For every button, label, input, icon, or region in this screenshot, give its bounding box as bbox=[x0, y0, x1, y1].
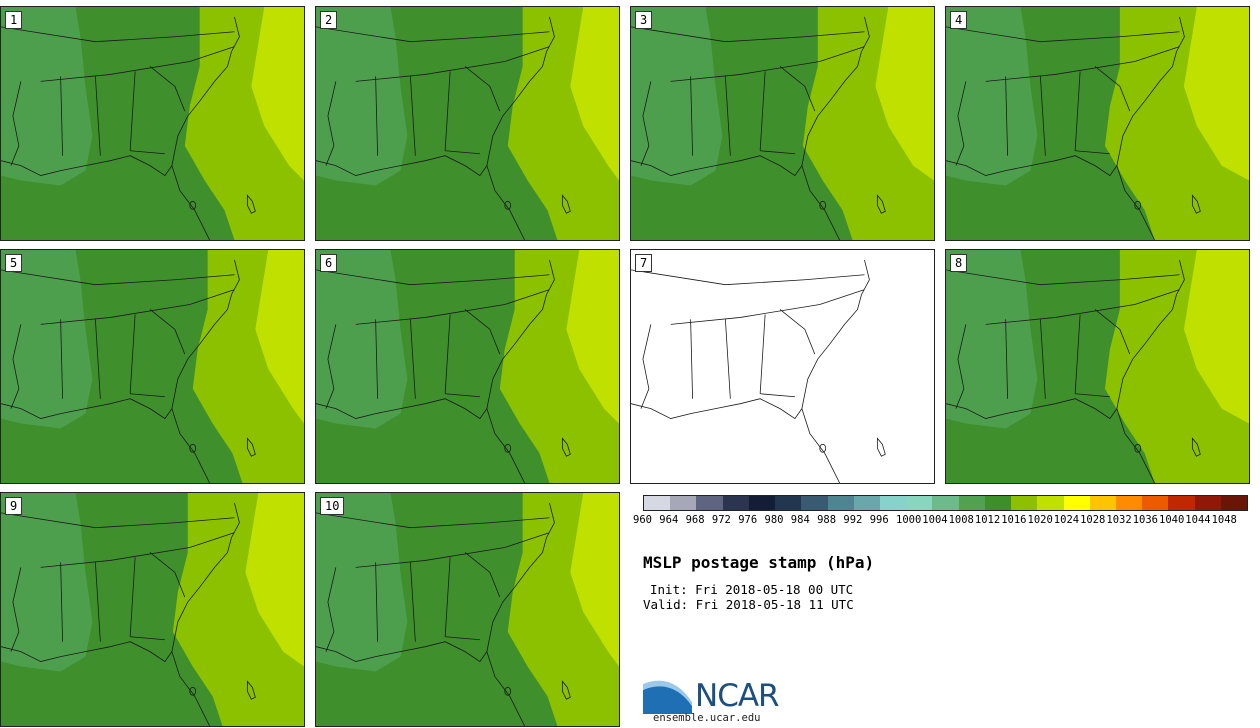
colorbar-segment bbox=[1037, 496, 1064, 510]
ncar-logo-text: NCAR bbox=[695, 678, 780, 714]
member-label: 8 bbox=[950, 254, 968, 272]
ensemble-member-panel-3: 3 bbox=[630, 6, 935, 241]
colorbar-tick-label: 1048 bbox=[1211, 514, 1237, 526]
ensemble-member-panel-2: 2 bbox=[315, 6, 620, 241]
member-label: 9 bbox=[5, 497, 23, 515]
colorbar-tick-label: 964 bbox=[659, 514, 679, 526]
colorbar-segment bbox=[1011, 496, 1038, 510]
mslp-map bbox=[631, 7, 934, 240]
colorbar-segment bbox=[801, 496, 828, 510]
mslp-map bbox=[1, 7, 304, 240]
colorbar-segment bbox=[748, 496, 776, 510]
member-label: 7 bbox=[635, 254, 653, 272]
colorbar-segment bbox=[644, 496, 671, 510]
colorbar-tick-label: 988 bbox=[817, 514, 837, 526]
chart-title: MSLP postage stamp (hPa) bbox=[643, 553, 875, 572]
member-label: 10 bbox=[320, 497, 345, 515]
member-label: 4 bbox=[950, 11, 968, 29]
ensemble-member-panel-1: 1 bbox=[0, 6, 305, 241]
valid-time: Valid: Fri 2018-05-18 11 UTC bbox=[643, 597, 854, 612]
colorbar-tick-label: 1016 bbox=[1001, 514, 1027, 526]
colorbar-segment bbox=[984, 496, 1012, 510]
colorbar-segment bbox=[1063, 496, 1090, 510]
ensemble-member-panel-5: 5 bbox=[0, 249, 305, 484]
colorbar-tick-label: 1024 bbox=[1053, 514, 1080, 526]
colorbar-segment bbox=[932, 496, 959, 510]
ensemble-member-panel-9: 9 bbox=[0, 492, 305, 727]
colorbar-tick-labels: 960 964 968 972 976 980 984 988 992 996 1000 1004 10… bbox=[633, 514, 1253, 530]
mslp-map bbox=[316, 493, 619, 726]
colorbar-segment bbox=[827, 496, 854, 510]
colorbar-tick-label: 980 bbox=[764, 514, 784, 526]
mslp-map bbox=[946, 7, 1249, 240]
colorbar-segment bbox=[696, 496, 723, 510]
ensemble-member-panel-4: 4 bbox=[945, 6, 1250, 241]
colorbar-segment bbox=[879, 496, 907, 510]
colorbar-segment bbox=[853, 496, 880, 510]
mslp-map bbox=[1, 250, 304, 483]
colorbar-segment bbox=[670, 496, 697, 510]
colorbar-segment bbox=[775, 496, 802, 510]
colorbar-tick-label: 992 bbox=[843, 514, 863, 526]
colorbar-tick-label: 1012 bbox=[974, 514, 1001, 526]
colorbar-tick-label: 1008 bbox=[948, 514, 974, 526]
colorbar-segment bbox=[722, 496, 749, 510]
colorbar-segment bbox=[1142, 496, 1169, 510]
member-label: 3 bbox=[635, 11, 653, 29]
site-url[interactable]: ensemble.ucar.edu bbox=[653, 712, 761, 724]
colorbar-tick-label: 1040 bbox=[1159, 514, 1185, 526]
member-label: 5 bbox=[5, 254, 23, 272]
colorbar-tick-label: 1032 bbox=[1106, 514, 1132, 526]
ncar-logo-icon bbox=[643, 680, 692, 714]
colorbar-tick-label: 1020 bbox=[1027, 514, 1053, 526]
ensemble-member-panel-8: 8 bbox=[945, 249, 1250, 484]
mslp-map bbox=[1, 493, 304, 726]
colorbar-segment bbox=[1194, 496, 1221, 510]
colorbar-tick-label: 968 bbox=[685, 514, 705, 526]
member-label: 6 bbox=[320, 254, 338, 272]
colorbar-tick-label: 960 bbox=[633, 514, 652, 526]
colorbar-tick-label: 996 bbox=[869, 514, 889, 526]
ensemble-member-panel-10: 10 bbox=[315, 492, 620, 727]
mslp-map bbox=[631, 250, 934, 483]
member-label: 1 bbox=[5, 11, 23, 29]
colorbar-segment bbox=[1168, 496, 1195, 510]
colorbar-tick-label: 1000 bbox=[896, 514, 922, 526]
member-label: 2 bbox=[320, 11, 338, 29]
colorbar-tick-label: 972 bbox=[711, 514, 731, 526]
colorbar-tick-label: 976 bbox=[738, 514, 758, 526]
colorbar-tick-label: 984 bbox=[790, 514, 810, 526]
init-time: Init: Fri 2018-05-18 00 UTC bbox=[650, 582, 854, 597]
ensemble-member-panel-7: 7 bbox=[630, 249, 935, 484]
ensemble-member-panel-6: 6 bbox=[315, 249, 620, 484]
colorbar-segment bbox=[1220, 496, 1248, 510]
colorbar-segment bbox=[906, 496, 933, 510]
mslp-map bbox=[316, 7, 619, 240]
mslp-map bbox=[316, 250, 619, 483]
colorbar-tick-label: 1004 bbox=[922, 514, 948, 526]
mslp-map bbox=[946, 250, 1249, 483]
colorbar-tick-label: 1028 bbox=[1080, 514, 1106, 526]
colorbar bbox=[643, 495, 1248, 511]
colorbar-segment bbox=[1089, 496, 1116, 510]
colorbar-segment bbox=[958, 496, 985, 510]
colorbar-tick-label: 1044 bbox=[1185, 514, 1211, 526]
colorbar-segment bbox=[1115, 496, 1143, 510]
colorbar-tick-label: 1036 bbox=[1132, 514, 1158, 526]
